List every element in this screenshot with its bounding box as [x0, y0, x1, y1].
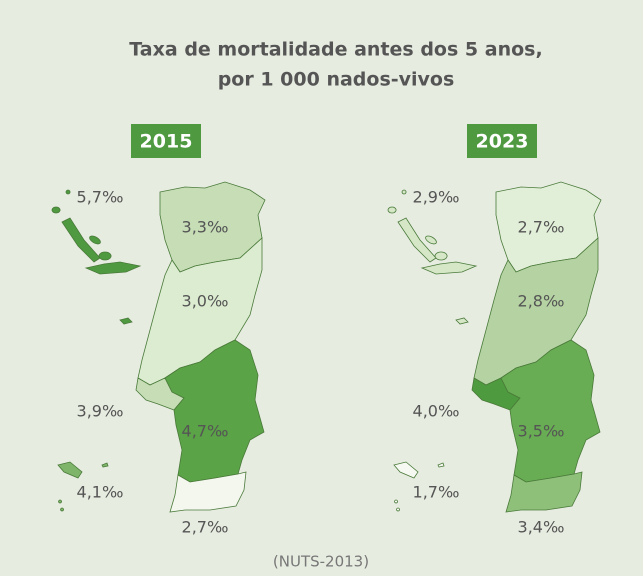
region: [51, 189, 142, 325]
map: 2023 2,9‰ 2,7‰ 2,8‰ 4,0‰ 3,5‰ 1,7‰ 3,4‰: [387, 124, 602, 537]
region: [393, 461, 445, 512]
region-label: 4,0‰: [413, 402, 460, 421]
region-label: 5,7‰: [77, 188, 124, 207]
map: 2015 5,7‰ 3,3‰ 3,0‰ 3,9‰ 4,7‰ 4,1‰ 2,7‰: [51, 124, 266, 537]
region: [387, 189, 478, 325]
region-label: 4,1‰: [77, 483, 124, 502]
region: [505, 471, 583, 513]
year-box: [467, 124, 537, 158]
title-line: por 1 000 nados-vivos: [218, 69, 455, 91]
region: [164, 339, 265, 483]
region-label: 2,9‰: [413, 188, 460, 207]
region: [57, 461, 109, 512]
region: [169, 471, 247, 513]
title-line: Taxa de mortalidade antes dos 5 anos,: [129, 39, 542, 61]
region-label: 2,7‰: [518, 218, 565, 237]
year-label: 2023: [476, 131, 529, 153]
region: [500, 339, 601, 483]
region-label: 1,7‰: [413, 483, 460, 502]
year-label: 2015: [140, 131, 193, 153]
region-label: 3,0‰: [182, 292, 229, 311]
region-label: 2,7‰: [182, 518, 229, 537]
region-label: 3,3‰: [182, 218, 229, 237]
year-box: [131, 124, 201, 158]
region-label: 3,9‰: [77, 402, 124, 421]
region-label: 3,4‰: [518, 518, 565, 537]
footer: (NUTS-2013): [273, 553, 369, 571]
region-label: 2,8‰: [518, 292, 565, 311]
region-label: 3,5‰: [518, 422, 565, 441]
region-label: 4,7‰: [182, 422, 229, 441]
